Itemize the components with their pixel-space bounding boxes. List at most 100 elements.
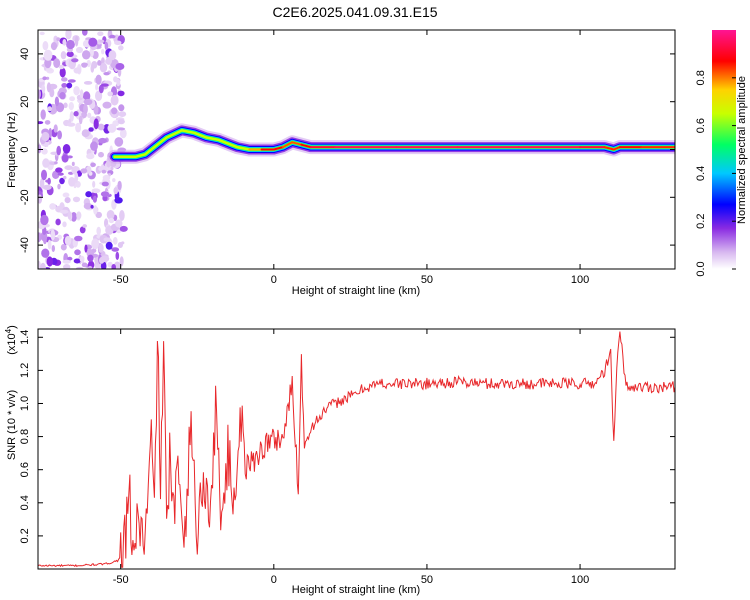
spectrogram-noise-blob <box>60 51 67 60</box>
spectrogram-noise-blob <box>114 40 122 46</box>
snr-panel: -50 0 50 100 0.2 0.4 0.6 0.8 1.0 1.2 1.4 Height o… <box>4 325 676 596</box>
spectrogram-noise-blob <box>53 58 61 69</box>
spectrogram-noise-blob <box>55 218 61 226</box>
spectrogram-noise-blob <box>71 161 75 167</box>
spectrogram-noise-blob <box>109 34 116 39</box>
spectrogram-y-label: Frequency (Hz) <box>6 112 18 188</box>
spectrogram-noise-blob <box>41 84 46 94</box>
spectrogram-noise-blob <box>66 82 73 89</box>
spectrogram-noise-blob <box>59 67 66 78</box>
snr-y-tick-label: 1.0 <box>19 396 31 411</box>
spectrogram-noise-blob <box>117 90 125 97</box>
spectrogram-noise-blob <box>39 31 45 36</box>
spectrogram-noise-blob <box>92 195 97 203</box>
spectrogram-noise-blob <box>42 41 49 51</box>
spectrogram-noise-blob <box>44 120 51 125</box>
spectrogram-noise-blob <box>40 214 49 226</box>
spectrogram-noise-blob <box>66 39 75 50</box>
spectrogram-noise-blob <box>57 172 64 176</box>
spectrogram-noise-blob <box>59 209 69 214</box>
spectrogram-noise-blob <box>98 243 104 253</box>
spectrogram-noise-blob <box>81 129 90 138</box>
spectrogram-noise-blob <box>73 258 81 264</box>
spectrogram-noise-blob <box>116 127 126 131</box>
colorbar-tick-label: 0.8 <box>695 70 707 85</box>
spectrogram-noise-blob <box>100 255 110 263</box>
snr-x-label: Height of straight line (km) <box>292 584 420 596</box>
spectrogram-noise-blob <box>81 262 88 268</box>
spectrogram-noise-blob <box>99 62 108 73</box>
spectrogram-noise-blob <box>51 245 55 252</box>
spectrogram-x-tick-label: 100 <box>571 274 589 286</box>
spectrogram-noise-blob <box>38 194 43 204</box>
spectrogram-noise-blob <box>64 197 71 204</box>
spectrogram-noise-blob <box>67 256 73 261</box>
spectrogram-noise-blob <box>63 264 71 269</box>
spectrogram-noise-blob <box>95 90 103 102</box>
spectrogram-noise-blob <box>38 121 44 125</box>
spectrogram-ridge-core <box>282 141 294 149</box>
spectrogram-ridge-core <box>612 146 621 151</box>
spectrogram-noise-blob <box>119 256 124 267</box>
spectrogram-noise-blob <box>101 169 107 174</box>
spectrogram-noise-blob <box>63 102 68 109</box>
spectrogram-noise-blob <box>111 107 118 115</box>
spectrogram-noise-blob <box>38 89 41 99</box>
spectrogram-noise-blob <box>116 138 121 142</box>
snr-frame <box>37 328 676 570</box>
colorbar-tick-label: 0.6 <box>695 118 707 133</box>
snr-y-tick-label: 0.4 <box>19 495 31 510</box>
spectrogram-noise-blob <box>108 217 115 224</box>
spectrogram-y-ticks: -40 -20 0 20 40 <box>19 48 675 253</box>
snr-x-tick-label: 0 <box>271 574 277 586</box>
spectrogram-noise-blob <box>103 72 110 76</box>
spectrogram-noise-blob <box>41 131 50 142</box>
spectrogram-noise-blob <box>92 180 96 188</box>
spectrogram-noise-blob <box>84 244 88 253</box>
spectrogram-ridge-core <box>291 141 303 146</box>
spectrogram-noise-blob <box>113 187 119 195</box>
spectrogram-noise-blob <box>102 101 112 109</box>
spectrogram-noise-blob <box>81 62 88 68</box>
snr-y-tick-label: 0.8 <box>19 429 31 444</box>
spectrogram-noise-blob <box>47 239 52 250</box>
spectrogram-noise-blob <box>87 112 92 119</box>
spectrogram-noise-blob <box>102 174 111 181</box>
spectrogram-noise-blob <box>91 248 97 254</box>
spectrogram-noise-blob <box>79 255 85 263</box>
spectrogram-noise-blob <box>82 30 88 36</box>
spectrogram-noise-blob <box>73 111 79 117</box>
spectrogram-noise-blob <box>41 169 47 181</box>
spectrogram-noise-blob <box>76 211 82 220</box>
spectrogram-noise-blob <box>93 205 98 215</box>
spectrogram-noise-blob <box>113 237 118 245</box>
spectrogram-noise-blob <box>42 226 47 235</box>
snr-y-tick-label: 0.6 <box>19 462 31 477</box>
spectrogram-noise-blob <box>89 48 94 58</box>
spectrogram-noise-blob <box>50 229 56 241</box>
spectrogram-ridge-core <box>272 146 284 151</box>
spectrogram-noise-blob <box>56 37 61 41</box>
spectrogram-noise-blob <box>86 153 95 160</box>
snr-x-tick-label: 50 <box>421 574 433 586</box>
spectrogram-noise-blob <box>96 226 101 236</box>
spectrogram-noise-blob <box>57 183 61 190</box>
spectrogram-noise-blob <box>86 166 92 174</box>
spectrogram-noise-blob <box>70 212 77 222</box>
spectrogram-noise-blob <box>95 211 102 219</box>
spectrogram-noise-blob <box>74 235 83 242</box>
spectrogram-noise-blob <box>115 219 123 228</box>
spectrogram-noise-blob <box>104 41 109 51</box>
spectrogram-noise-blob <box>64 165 73 171</box>
spectrogram-noise-blob <box>88 127 94 132</box>
spectrogram-noise-blob <box>64 235 72 246</box>
spectrogram-ridge <box>107 123 675 164</box>
spectrogram-noise-blob <box>111 247 120 252</box>
spectrogram-y-tick-label: 40 <box>19 48 31 60</box>
spectrogram-noise-blob <box>74 172 79 183</box>
spectrogram-noise-blob <box>59 177 65 185</box>
spectrogram-noise-blob <box>85 191 92 198</box>
spectrogram-noise-blob <box>95 74 102 85</box>
spectrogram-panel: -50 0 50 100 -40 -20 0 20 40 Height of straight… <box>6 29 676 297</box>
